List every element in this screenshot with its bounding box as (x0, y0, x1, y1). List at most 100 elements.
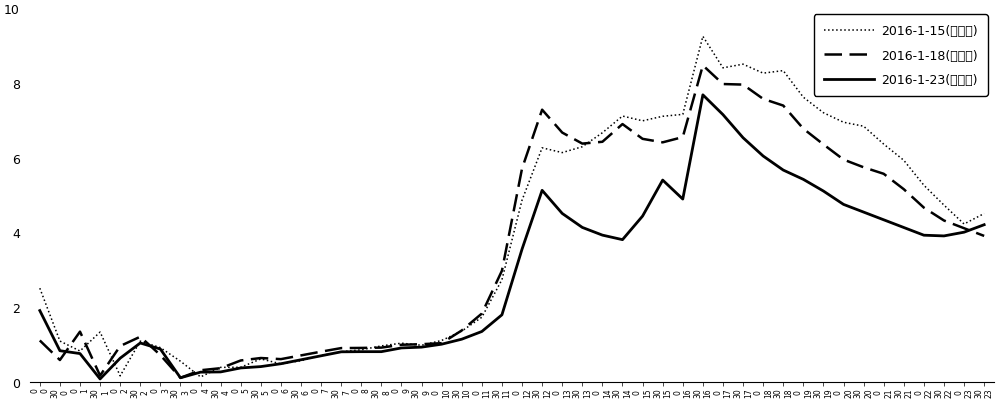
2016-1-18(星期一) (375, 345, 387, 350)
2016-1-23(星期六) (134, 341, 146, 346)
2016-1-23(星期六) (456, 337, 468, 342)
2016-1-18(星期一) (436, 341, 448, 346)
2016-1-18(星期一) (898, 187, 910, 192)
2016-1-15(星期五) (34, 286, 46, 291)
2016-1-15(星期五) (395, 341, 407, 346)
2016-1-23(星期六) (94, 377, 106, 381)
2016-1-23(星期六) (576, 225, 588, 230)
2016-1-15(星期五) (375, 344, 387, 348)
2016-1-18(星期一) (576, 142, 588, 147)
2016-1-23(星期六) (54, 348, 66, 353)
2016-1-18(星期一) (74, 329, 86, 334)
Legend: 2016-1-15(星期五), 2016-1-18(星期一), 2016-1-23(星期六): 2016-1-15(星期五), 2016-1-18(星期一), 2016-1-2… (814, 15, 988, 97)
2016-1-15(星期五) (978, 212, 990, 217)
2016-1-18(星期一) (114, 344, 126, 348)
2016-1-23(星期六) (616, 238, 628, 243)
2016-1-18(星期一) (34, 338, 46, 343)
2016-1-18(星期一) (797, 127, 809, 132)
2016-1-23(星期六) (275, 361, 287, 366)
2016-1-15(星期五) (697, 35, 709, 40)
2016-1-23(星期六) (295, 357, 307, 362)
2016-1-18(星期一) (315, 349, 327, 354)
2016-1-18(星期一) (395, 342, 407, 347)
2016-1-23(星期六) (496, 313, 508, 318)
2016-1-18(星期一) (295, 353, 307, 358)
2016-1-18(星期一) (677, 136, 689, 140)
2016-1-15(星期五) (275, 362, 287, 367)
2016-1-18(星期一) (697, 64, 709, 69)
2016-1-23(星期六) (878, 218, 890, 223)
2016-1-15(星期五) (838, 121, 850, 126)
2016-1-18(星期一) (154, 353, 166, 358)
2016-1-15(星期五) (114, 373, 126, 378)
2016-1-18(星期一) (195, 368, 207, 373)
2016-1-15(星期五) (416, 343, 428, 348)
2016-1-18(星期一) (737, 83, 749, 88)
2016-1-18(星期一) (496, 269, 508, 273)
2016-1-23(星期六) (858, 210, 870, 215)
2016-1-15(星期五) (616, 114, 628, 119)
2016-1-15(星期五) (436, 338, 448, 343)
2016-1-15(星期五) (355, 348, 367, 352)
2016-1-15(星期五) (315, 353, 327, 358)
2016-1-18(星期一) (777, 104, 789, 109)
2016-1-15(星期五) (295, 358, 307, 363)
2016-1-23(星期六) (898, 225, 910, 230)
2016-1-23(星期六) (777, 168, 789, 173)
2016-1-15(星期五) (576, 145, 588, 150)
2016-1-15(星期五) (174, 359, 186, 364)
2016-1-18(星期一) (817, 143, 829, 148)
2016-1-23(星期六) (717, 113, 729, 118)
2016-1-18(星期一) (958, 226, 970, 231)
2016-1-23(星期六) (737, 136, 749, 141)
2016-1-18(星期一) (355, 346, 367, 350)
2016-1-18(星期一) (275, 357, 287, 362)
2016-1-15(星期五) (878, 142, 890, 147)
2016-1-15(星期五) (757, 71, 769, 76)
2016-1-23(星期六) (978, 223, 990, 227)
2016-1-18(星期一) (878, 172, 890, 177)
2016-1-15(星期五) (556, 151, 568, 156)
2016-1-15(星期五) (717, 66, 729, 71)
2016-1-18(星期一) (858, 166, 870, 170)
2016-1-15(星期五) (215, 365, 227, 370)
2016-1-23(星期六) (255, 364, 267, 369)
2016-1-18(星期一) (838, 158, 850, 162)
2016-1-15(星期五) (797, 95, 809, 100)
2016-1-15(星期五) (456, 329, 468, 334)
2016-1-15(星期五) (677, 113, 689, 117)
2016-1-23(星期六) (918, 233, 930, 238)
2016-1-15(星期五) (54, 339, 66, 344)
2016-1-15(星期五) (476, 315, 488, 320)
2016-1-18(星期一) (516, 167, 528, 172)
2016-1-15(星期五) (817, 111, 829, 116)
2016-1-18(星期一) (476, 311, 488, 316)
2016-1-15(星期五) (596, 131, 608, 136)
2016-1-15(星期五) (898, 158, 910, 163)
2016-1-23(星期六) (797, 178, 809, 182)
2016-1-15(星期五) (657, 115, 669, 119)
2016-1-15(星期五) (516, 198, 528, 203)
2016-1-18(星期一) (938, 219, 950, 223)
2016-1-23(星期六) (416, 345, 428, 350)
2016-1-23(星期六) (174, 375, 186, 380)
2016-1-15(星期五) (255, 356, 267, 361)
2016-1-15(星期五) (536, 146, 548, 151)
Line: 2016-1-18(星期一): 2016-1-18(星期一) (40, 66, 984, 378)
2016-1-23(星期六) (195, 370, 207, 375)
2016-1-23(星期六) (697, 93, 709, 98)
2016-1-18(星期一) (918, 206, 930, 211)
2016-1-23(星期六) (838, 203, 850, 207)
2016-1-18(星期一) (536, 108, 548, 113)
2016-1-23(星期六) (657, 178, 669, 183)
2016-1-15(星期五) (134, 339, 146, 344)
2016-1-23(星期六) (215, 370, 227, 375)
2016-1-23(星期六) (817, 189, 829, 194)
2016-1-23(星期六) (375, 349, 387, 354)
2016-1-15(星期五) (154, 345, 166, 350)
2016-1-15(星期五) (858, 124, 870, 129)
2016-1-15(星期五) (938, 203, 950, 208)
2016-1-23(星期六) (938, 234, 950, 239)
2016-1-23(星期六) (958, 230, 970, 235)
2016-1-18(星期一) (717, 83, 729, 87)
